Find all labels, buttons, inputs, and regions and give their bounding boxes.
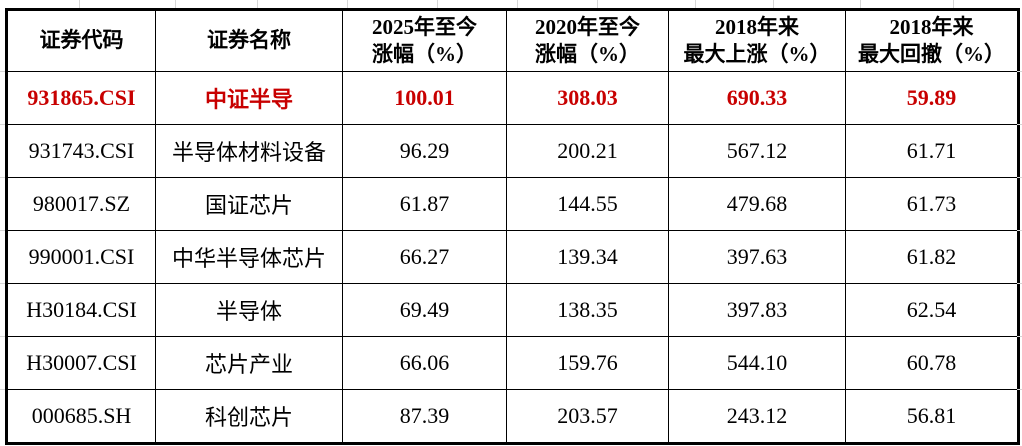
header-cell-2020-change: 2020年至今 涨幅（%）	[506, 9, 669, 72]
header-row: 证券代码 证券名称 2025年至今 涨幅（%） 2020年至今 涨幅（%） 20…	[6, 9, 1019, 72]
gridline-stub	[1017, 71, 1022, 72]
header-cell-name: 证券名称	[155, 9, 343, 72]
cell-max-rise: 397.83	[668, 283, 846, 337]
gridline-stub	[0, 230, 5, 231]
cell-2025-change: 96.29	[342, 124, 507, 178]
cell-2025-change: 69.49	[342, 283, 507, 337]
gridline-stub	[0, 124, 5, 125]
table-row: 931865.CSI 中证半导 100.01 308.03 690.33 59.…	[6, 71, 1019, 125]
table-row: 000685.SH 科创芯片 87.39 203.57 243.12 56.81	[6, 389, 1019, 444]
gridline-stub	[0, 71, 5, 72]
cell-2020-change: 200.21	[506, 124, 669, 178]
gridline-stub	[860, 0, 861, 8]
cell-max-drawdown: 60.78	[845, 336, 1019, 390]
cell-2025-change: 66.06	[342, 336, 507, 390]
cell-max-drawdown: 61.73	[845, 177, 1019, 231]
cell-code: 000685.SH	[6, 389, 156, 444]
cell-name: 国证芯片	[155, 177, 343, 231]
table-row: 980017.SZ 国证芯片 61.87 144.55 479.68 61.73	[6, 177, 1019, 231]
gridline-stub	[437, 0, 438, 8]
header-cell-max-rise: 2018年来 最大上涨（%）	[668, 9, 846, 72]
gridline-stub	[1017, 124, 1022, 125]
cell-2025-change: 100.01	[342, 71, 507, 125]
cell-max-drawdown: 61.71	[845, 124, 1019, 178]
cell-max-drawdown: 56.81	[845, 389, 1019, 444]
gridline-stub	[1017, 336, 1022, 337]
cell-name: 半导体	[155, 283, 343, 337]
cell-2020-change: 308.03	[506, 71, 669, 125]
cell-2020-change: 144.55	[506, 177, 669, 231]
header-cell-max-drawdown: 2018年来 最大回撤（%）	[845, 9, 1019, 72]
gridline-stub	[953, 0, 954, 8]
cell-code: 980017.SZ	[6, 177, 156, 231]
cell-2020-change: 139.34	[506, 230, 669, 284]
gridline-stub	[1017, 283, 1022, 284]
cell-2020-change: 203.57	[506, 389, 669, 444]
gridline-stub	[1017, 230, 1022, 231]
cell-max-rise: 567.12	[668, 124, 846, 178]
gridline-stub	[1017, 177, 1022, 178]
gridline-stub	[79, 0, 80, 8]
cell-code: 931743.CSI	[6, 124, 156, 178]
gridline-stub	[597, 0, 598, 8]
cell-code: 931865.CSI	[6, 71, 156, 125]
gridline-stub	[175, 0, 176, 8]
header-cell-code: 证券代码	[6, 9, 156, 72]
table-row: 931743.CSI 半导体材料设备 96.29 200.21 567.12 6…	[6, 124, 1019, 178]
cell-name: 中证半导	[155, 71, 343, 125]
gridline-stub	[1017, 389, 1022, 390]
gridline-stub	[517, 0, 518, 8]
cell-max-drawdown: 61.82	[845, 230, 1019, 284]
cell-2020-change: 159.76	[506, 336, 669, 390]
cell-max-rise: 690.33	[668, 71, 846, 125]
cell-max-rise: 544.10	[668, 336, 846, 390]
cell-max-rise: 479.68	[668, 177, 846, 231]
securities-table: 证券代码 证券名称 2025年至今 涨幅（%） 2020年至今 涨幅（%） 20…	[5, 8, 1020, 445]
cell-name: 中华半导体芯片	[155, 230, 343, 284]
gridline-stub	[0, 283, 5, 284]
cell-max-drawdown: 59.89	[845, 71, 1019, 125]
cell-name: 科创芯片	[155, 389, 343, 444]
cell-code: H30184.CSI	[6, 283, 156, 337]
gridline-stub	[695, 0, 696, 8]
cell-name: 芯片产业	[155, 336, 343, 390]
table-row: H30007.CSI 芯片产业 66.06 159.76 544.10 60.7…	[6, 336, 1019, 390]
gridline-stub	[0, 389, 5, 390]
table-row: 990001.CSI 中华半导体芯片 66.27 139.34 397.63 6…	[6, 230, 1019, 284]
cell-2020-change: 138.35	[506, 283, 669, 337]
gridline-stub	[0, 177, 5, 178]
gridline-stub	[773, 0, 774, 8]
cell-2025-change: 66.27	[342, 230, 507, 284]
table-row: H30184.CSI 半导体 69.49 138.35 397.83 62.54	[6, 283, 1019, 337]
cell-max-drawdown: 62.54	[845, 283, 1019, 337]
cell-max-rise: 243.12	[668, 389, 846, 444]
cell-name: 半导体材料设备	[155, 124, 343, 178]
cell-2025-change: 87.39	[342, 389, 507, 444]
gridline-stub	[0, 336, 5, 337]
gridline-stub	[347, 0, 348, 8]
cell-code: 990001.CSI	[6, 230, 156, 284]
cell-code: H30007.CSI	[6, 336, 156, 390]
cell-max-rise: 397.63	[668, 230, 846, 284]
gridline-stub	[257, 0, 258, 8]
header-cell-2025-change: 2025年至今 涨幅（%）	[342, 9, 507, 72]
cell-2025-change: 61.87	[342, 177, 507, 231]
